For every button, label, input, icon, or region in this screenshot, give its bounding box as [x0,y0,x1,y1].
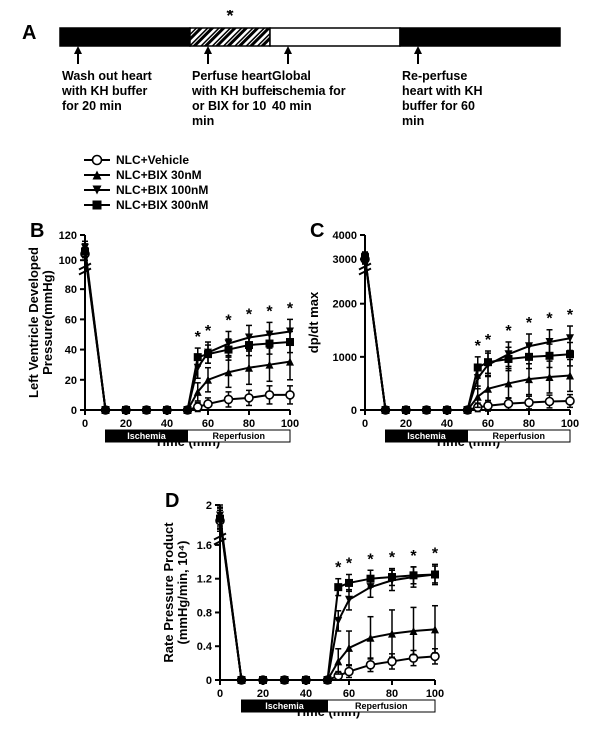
svg-text:60: 60 [482,418,494,430]
legend: NLC+VehicleNLC+BIX 30nMNLC+BIX 100nMNLC+… [80,150,330,218]
svg-text:3000: 3000 [333,254,357,266]
svg-text:*: * [266,303,273,320]
svg-text:1.2: 1.2 [197,574,212,586]
svg-text:*: * [546,311,553,328]
svg-text:Ischemia: Ischemia [127,431,167,441]
svg-text:80: 80 [65,284,77,296]
svg-text:dp/dt max: dp/dt max [306,291,321,353]
svg-text:Wash out heart: Wash out heart [62,69,153,83]
svg-text:1000: 1000 [333,352,357,364]
svg-text:100: 100 [561,418,579,430]
svg-text:*: * [195,329,202,346]
svg-text:40: 40 [441,418,453,430]
svg-text:120: 120 [59,230,77,242]
svg-text:100: 100 [59,255,77,267]
svg-text:100: 100 [281,418,299,430]
svg-text:1.6: 1.6 [197,540,212,552]
svg-text:min: min [402,114,424,128]
svg-text:0.4: 0.4 [197,641,213,653]
svg-text:60: 60 [65,314,77,326]
svg-text:*: * [367,551,374,568]
svg-text:0: 0 [206,675,212,687]
svg-text:*: * [389,550,396,567]
svg-text:*: * [335,560,342,577]
svg-text:40: 40 [65,345,77,357]
svg-text:20: 20 [257,688,269,700]
svg-text:0: 0 [217,688,223,700]
svg-text:min: min [192,114,214,128]
svg-text:*: * [246,306,253,323]
svg-text:NLC+BIX 30nM: NLC+BIX 30nM [116,168,202,182]
svg-text:Reperfusion: Reperfusion [492,431,545,441]
svg-text:0.8: 0.8 [197,607,212,619]
svg-text:Re-perfuse: Re-perfuse [402,69,467,83]
panel-c-chart: 01000200030004000020406080100Time (min)d… [300,225,580,465]
svg-text:*: * [410,548,417,565]
svg-text:2: 2 [206,500,212,512]
svg-text:40: 40 [300,688,312,700]
svg-text:*: * [475,338,482,355]
svg-text:*: * [226,10,233,26]
svg-text:or BIX for 10: or BIX for 10 [192,99,266,113]
svg-text:40 min: 40 min [272,99,312,113]
svg-text:80: 80 [386,688,398,700]
svg-text:80: 80 [523,418,535,430]
svg-text:80: 80 [243,418,255,430]
svg-text:*: * [346,555,353,572]
svg-text:for 20 min: for 20 min [62,99,122,113]
svg-text:*: * [485,332,492,349]
svg-text:40: 40 [161,418,173,430]
svg-text:NLC+Vehicle: NLC+Vehicle [116,153,189,167]
svg-text:0: 0 [82,418,88,430]
svg-text:NLC+BIX 100nM: NLC+BIX 100nM [116,183,208,197]
svg-text:(mmHg/min, 10⁴): (mmHg/min, 10⁴) [175,541,190,645]
panel-d-chart: 00.40.81.21.62020406080100Time (min)Rate… [155,495,445,735]
svg-text:*: * [287,300,294,317]
svg-text:with KH buffer: with KH buffer [191,84,278,98]
svg-text:*: * [205,323,212,340]
svg-text:*: * [526,315,533,332]
svg-text:Pressure(mmHg): Pressure(mmHg) [40,270,55,375]
svg-text:Reperfusion: Reperfusion [355,701,408,711]
svg-text:20: 20 [120,418,132,430]
svg-text:NLC+BIX 300nM: NLC+BIX 300nM [116,198,208,212]
svg-text:*: * [505,323,512,340]
svg-text:0: 0 [362,418,368,430]
svg-text:*: * [432,545,439,562]
panel-a-label: A [22,22,36,45]
svg-text:Left Ventricle Developed: Left Ventricle Developed [26,247,41,398]
svg-text:2000: 2000 [333,299,357,311]
svg-text:0: 0 [351,405,357,417]
svg-text:100: 100 [426,688,444,700]
svg-text:4000: 4000 [333,230,357,242]
svg-text:Perfuse heart: Perfuse heart [192,69,273,83]
svg-text:Reperfusion: Reperfusion [212,431,265,441]
svg-text:*: * [225,312,232,329]
svg-text:heart with KH: heart with KH [402,84,483,98]
svg-text:buffer for 60: buffer for 60 [402,99,475,113]
svg-text:*: * [567,307,574,324]
svg-text:60: 60 [343,688,355,700]
svg-text:20: 20 [65,375,77,387]
svg-text:ischemia for: ischemia for [272,84,346,98]
panel-b-chart: 020406080100120020406080100Time (min)Lef… [20,225,300,465]
svg-text:20: 20 [400,418,412,430]
panel-a-timeline: Wash out heartwith KH bufferfor 20 min*P… [55,10,585,145]
svg-text:60: 60 [202,418,214,430]
svg-text:with KH buffer: with KH buffer [61,84,148,98]
svg-text:Global: Global [272,69,311,83]
svg-text:Rate Pressure Product: Rate Pressure Product [161,522,176,663]
svg-text:0: 0 [71,405,77,417]
svg-text:Ischemia: Ischemia [265,701,305,711]
svg-text:Ischemia: Ischemia [407,431,447,441]
